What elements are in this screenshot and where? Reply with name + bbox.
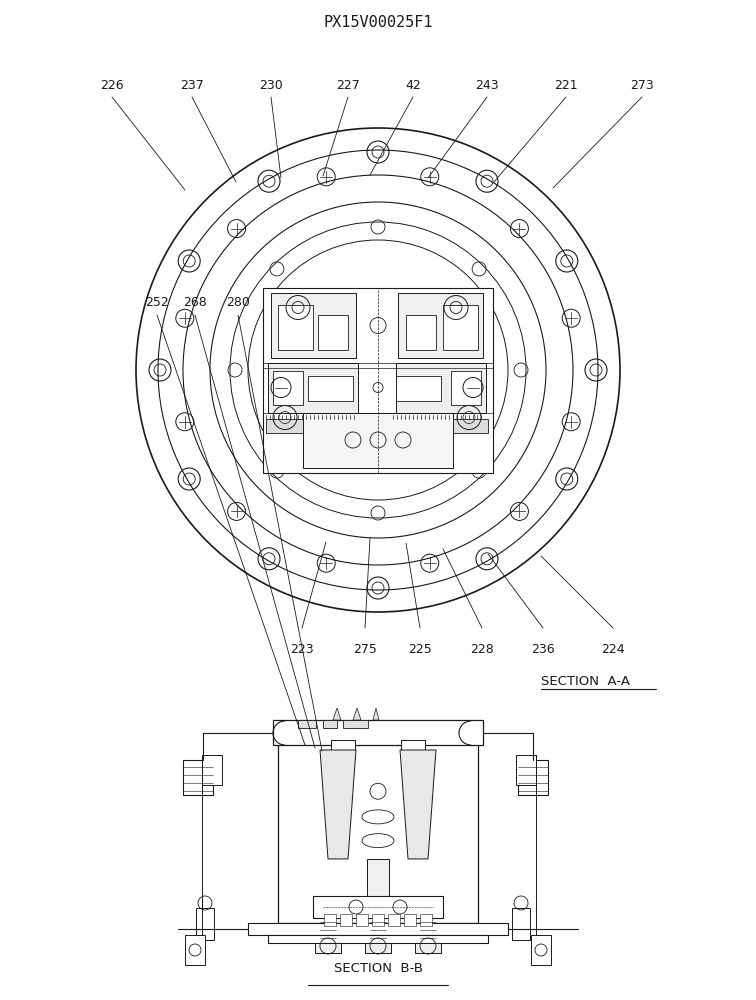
Polygon shape <box>400 750 436 859</box>
Text: 223: 223 <box>290 643 314 656</box>
Text: 268: 268 <box>183 296 207 309</box>
Bar <box>202 755 222 785</box>
Bar <box>401 740 425 750</box>
Text: 252: 252 <box>145 296 169 309</box>
Text: 280: 280 <box>226 296 250 309</box>
Text: 227: 227 <box>336 79 360 92</box>
Bar <box>263 288 493 473</box>
Bar <box>266 418 361 432</box>
Bar <box>268 362 358 412</box>
Bar <box>303 412 453 468</box>
Bar <box>313 896 443 918</box>
Text: 226: 226 <box>101 79 124 92</box>
Bar <box>365 943 391 953</box>
Polygon shape <box>353 708 361 720</box>
Text: 237: 237 <box>180 79 204 92</box>
Bar <box>340 914 352 926</box>
Bar <box>388 914 400 926</box>
Bar <box>268 935 488 943</box>
Bar <box>248 923 508 935</box>
Bar <box>516 755 536 785</box>
Text: 42: 42 <box>405 79 421 92</box>
Bar <box>331 740 355 750</box>
Bar <box>278 304 313 350</box>
Ellipse shape <box>362 834 394 848</box>
Bar <box>196 908 214 940</box>
Text: 273: 273 <box>630 79 654 92</box>
Text: 236: 236 <box>531 643 555 656</box>
Bar <box>271 292 356 358</box>
Bar <box>343 720 368 728</box>
Bar <box>443 304 478 350</box>
Bar <box>185 935 205 965</box>
Bar <box>298 720 316 728</box>
Text: 230: 230 <box>259 79 283 92</box>
Bar <box>398 292 483 358</box>
Text: SECTION  A-A: SECTION A-A <box>541 675 630 688</box>
Text: 224: 224 <box>601 643 624 656</box>
Bar <box>323 720 337 728</box>
Polygon shape <box>320 750 356 859</box>
Text: 243: 243 <box>476 79 499 92</box>
Bar <box>183 760 213 795</box>
Bar <box>318 314 348 350</box>
Polygon shape <box>373 708 379 720</box>
Text: 275: 275 <box>353 643 377 656</box>
Bar <box>315 943 341 953</box>
Text: 221: 221 <box>554 79 578 92</box>
Bar <box>308 375 353 400</box>
Bar <box>531 935 551 965</box>
Bar <box>324 914 336 926</box>
Bar <box>396 362 486 412</box>
Polygon shape <box>333 708 341 720</box>
Bar <box>273 720 483 745</box>
Bar <box>367 859 389 915</box>
Bar <box>278 740 478 923</box>
Bar <box>512 908 530 940</box>
Text: SECTION  B-B: SECTION B-B <box>333 962 423 975</box>
Bar <box>518 760 548 795</box>
Bar <box>273 370 303 404</box>
Bar <box>415 943 441 953</box>
Bar <box>393 418 488 432</box>
Bar <box>372 914 384 926</box>
Bar <box>404 914 416 926</box>
Text: PX15V00025F1: PX15V00025F1 <box>324 15 432 30</box>
Bar <box>356 914 368 926</box>
Text: 228: 228 <box>470 643 494 656</box>
Bar <box>420 914 432 926</box>
Bar <box>396 375 441 400</box>
Ellipse shape <box>362 810 394 824</box>
Bar <box>451 370 481 404</box>
Text: 225: 225 <box>408 643 432 656</box>
Bar <box>406 314 436 350</box>
